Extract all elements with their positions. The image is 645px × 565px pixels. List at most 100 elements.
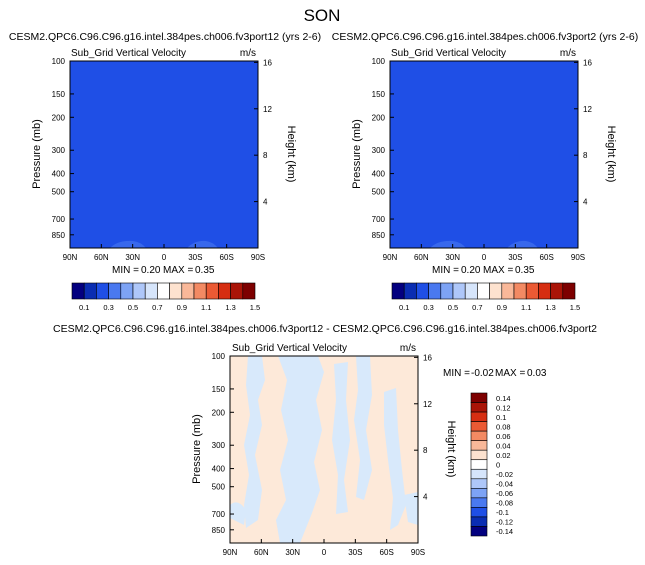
panel-1-surface-bump-right <box>187 240 218 248</box>
pressure-tick-label: 850 <box>372 231 386 240</box>
colorbar-swatch <box>157 282 170 300</box>
colorbar-label: 1.1 <box>201 303 211 312</box>
x-tick-label: 30N <box>445 253 460 262</box>
panel-3-min-label: MIN = <box>443 368 470 379</box>
pressure-tick-label: 150 <box>52 90 66 99</box>
colorbar-label: 0.06 <box>496 432 511 441</box>
colorbar-swatch <box>470 526 488 537</box>
panel-2-max-value: 0.35 <box>515 265 535 276</box>
colorbar-swatch <box>132 282 146 300</box>
x-tick-label: 30N <box>125 253 140 262</box>
pressure-tick-label: 850 <box>52 231 66 240</box>
height-tick-label: 4 <box>583 198 588 207</box>
colorbar-label: -0.1 <box>496 508 509 517</box>
colorbar-label: 1.3 <box>545 303 555 312</box>
colorbar-swatch <box>470 516 488 527</box>
panel-2-title: CESM2.QPC6.C96.C96.g16.intel.384pes.ch00… <box>332 31 638 43</box>
panel-2-y2label: Height (km) <box>605 126 617 183</box>
panel-3-ylabel: Pressure (mb) <box>191 414 203 484</box>
x-tick-label: 30N <box>285 548 300 557</box>
x-tick-label: 90N <box>223 548 238 557</box>
colorbar-swatch <box>470 468 488 480</box>
panel-3: Sub_Grid Vertical Velocity m/s 90N 60N 30N… <box>191 343 547 557</box>
panel-1-title: CESM2.QPC6.C96.C96.g16.intel.384pes.ch00… <box>9 31 321 43</box>
panel-3-max-value: 0.03 <box>527 368 547 379</box>
panel-2-ylabel: Pressure (mb) <box>351 119 363 189</box>
colorbar-swatch <box>428 282 442 300</box>
panel-2: CESM2.QPC6.C96.C96.g16.intel.384pes.ch00… <box>332 31 638 312</box>
x-tick-label: 60N <box>254 548 269 557</box>
panel-1-field <box>70 61 258 248</box>
colorbar-label: -0.06 <box>496 489 513 498</box>
colorbar-swatch <box>470 402 488 413</box>
panel-1-min-value: 0.20 <box>141 265 161 276</box>
pressure-tick-label: 500 <box>372 188 386 197</box>
colorbar-swatch <box>96 282 109 300</box>
height-tick-label: 16 <box>583 58 592 67</box>
panel-1-surface-bump-left <box>110 240 146 248</box>
colorbar-swatch <box>538 282 551 300</box>
colorbar-swatch <box>205 282 219 300</box>
pressure-tick-label: 850 <box>212 526 226 535</box>
colorbar-swatch <box>120 282 134 300</box>
colorbar-swatch <box>144 282 158 300</box>
x-tick-label: 0 <box>482 253 487 262</box>
height-tick-label: 12 <box>583 105 592 114</box>
diff-negative-region-nh-subtropics <box>244 356 265 528</box>
colorbar-label: -0.12 <box>496 518 513 527</box>
panel-2-min-label: MIN = <box>432 265 459 276</box>
colorbar-label: 0.1 <box>399 303 409 312</box>
colorbar-label: -0.08 <box>496 499 513 508</box>
colorbar-swatch <box>416 282 429 300</box>
pressure-tick-label: 400 <box>52 170 66 179</box>
colorbar-swatch <box>71 282 85 300</box>
pressure-tick-label: 700 <box>52 215 66 224</box>
height-tick-label: 16 <box>423 353 432 362</box>
panel-2-surface-bump-right <box>507 240 538 248</box>
colorbar-swatch <box>470 478 488 489</box>
colorbar-label: 1.1 <box>521 303 531 312</box>
colorbar-swatch <box>513 282 527 300</box>
colorbar-swatch <box>452 282 466 300</box>
panel-3-y2label: Height (km) <box>445 421 457 478</box>
colorbar-label: 0.7 <box>472 303 482 312</box>
colorbar-swatch <box>470 449 488 461</box>
panel-1-max-label: MAX = <box>163 265 193 276</box>
diff-negative-region-nh-tropics <box>276 356 324 543</box>
colorbar-swatch <box>218 282 231 300</box>
pressure-tick-label: 100 <box>52 57 66 66</box>
panel-1-units: m/s <box>240 48 256 59</box>
pressure-tick-label: 400 <box>212 465 226 474</box>
pressure-tick-label: 700 <box>212 510 226 519</box>
panel-1-min-label: MIN = <box>112 265 139 276</box>
pressure-tick-label: 300 <box>212 441 226 450</box>
pressure-tick-label: 100 <box>212 352 226 361</box>
x-tick-label: 60N <box>414 253 429 262</box>
colorbar-label: 0.04 <box>496 441 511 450</box>
colorbar-swatch <box>403 282 417 300</box>
colorbar-label: -0.02 <box>496 470 513 479</box>
colorbar-swatch <box>470 411 488 422</box>
colorbar-label: -0.04 <box>496 480 513 489</box>
x-tick-label: 60S <box>220 253 234 262</box>
x-tick-label: 90S <box>571 253 585 262</box>
height-tick-label: 16 <box>263 58 272 67</box>
x-tick-label: 0 <box>162 253 167 262</box>
colorbar-label: 0.9 <box>177 303 187 312</box>
pressure-tick-label: 500 <box>52 188 66 197</box>
diff-title: CESM2.QPC6.C96.C96.g16.intel.384pes.ch00… <box>53 323 597 335</box>
colorbar-swatch <box>470 421 488 432</box>
panel-1-max-value: 0.35 <box>195 265 215 276</box>
colorbar-label: 1.5 <box>570 303 580 312</box>
colorbar-swatch <box>489 282 503 300</box>
pressure-tick-label: 500 <box>212 483 226 492</box>
pressure-tick-label: 300 <box>372 146 386 155</box>
colorbar-label: 0.5 <box>448 303 458 312</box>
colorbar-swatch <box>470 392 488 403</box>
colorbar-swatch <box>440 282 454 300</box>
colorbar-label: 0.12 <box>496 403 511 412</box>
colorbar-swatch <box>470 497 488 508</box>
colorbar-swatch <box>391 282 405 300</box>
colorbar-label: 0.9 <box>497 303 507 312</box>
height-tick-label: 12 <box>423 400 432 409</box>
